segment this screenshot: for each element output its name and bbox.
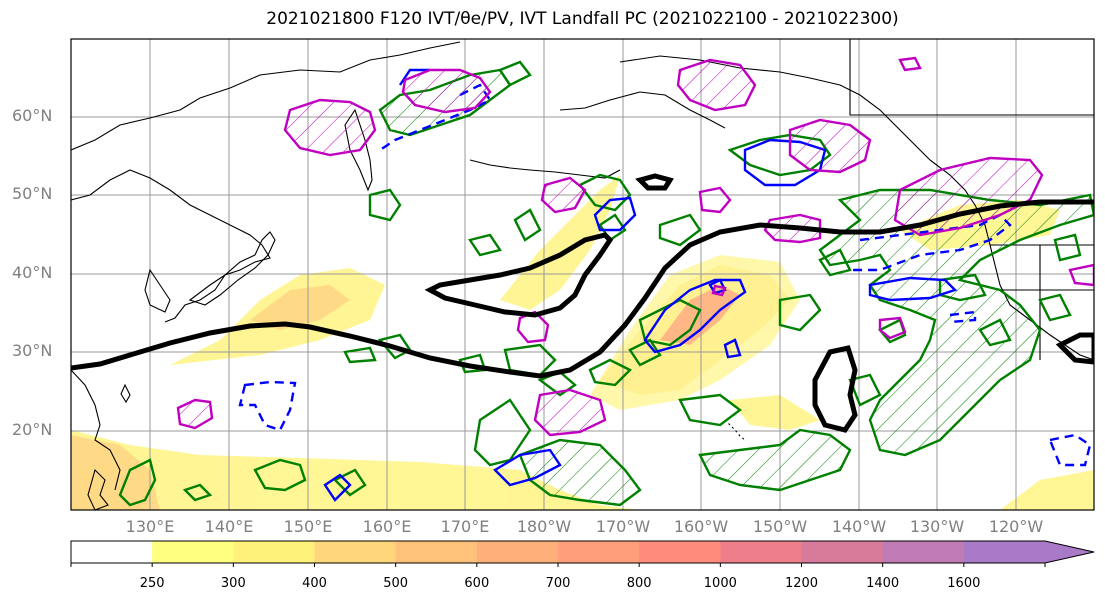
colorbar-label: 800 [626,576,652,591]
lon-label-180w: 180°W [516,517,572,536]
ivt-patch-small [730,395,820,430]
ivt-plume-150e-core [250,285,350,330]
lat-label-40n: 40°N [12,263,53,282]
colorbar-label: 250 [139,576,165,591]
chart-title: 2021021800 F120 IVT/θe/PV, IVT Landfall … [266,9,899,29]
lon-label-170e: 170°E [440,517,490,536]
theta-e-contours [71,173,1094,433]
lat-label-60n: 60°N [12,106,53,125]
ivt-band-west [71,435,160,510]
coast-hawaii [724,419,746,441]
colorbar-label: 1600 [947,576,981,591]
lon-label-150e: 150°E [283,517,333,536]
colorbar-segment [314,541,397,563]
lat-label-30n: 30°N [12,341,53,360]
coast-asia-north [71,41,461,151]
coast-taiwan [120,383,131,404]
lat-label-20n: 20°N [12,420,53,439]
colorbar-segment [233,541,315,563]
gridlines [71,39,1094,510]
colorbar-segment [639,541,721,563]
coast-canada-border [849,39,1094,116]
colorbar-segment [801,541,884,563]
colorbar-segment [963,541,1046,563]
colorbar-ticks [70,563,1046,567]
lat-label-50n: 50°N [12,184,53,203]
colorbar [70,540,1095,567]
colorbar-label: 600 [464,576,490,591]
lon-label-150w: 150°W [752,517,808,536]
ivt-plume-east-core [660,285,740,345]
coast-china-south [71,369,121,491]
lon-label-160e: 160°E [362,517,412,536]
colorbar-label: 1400 [866,576,900,591]
map-frame [70,38,1095,511]
colorbar-segment [71,541,153,563]
coast-alaska [619,55,931,161]
lon-label-130w: 130°W [909,517,965,536]
coast-alaska-west [559,91,726,129]
pv-negative-contours [238,68,1092,502]
lon-label-140e: 140°E [204,517,254,536]
colorbar-label: 300 [220,576,246,591]
colorbar-extend-arrow [1045,541,1094,563]
colorbar-label: 1200 [784,576,819,591]
lon-label-140w: 140°W [831,517,887,536]
lon-label-160w: 160°W [673,517,729,536]
coast-korea [144,268,171,313]
lon-label-130e: 130°E [125,517,175,536]
colorbar-segment [720,541,802,563]
colorbar-segment [152,541,234,563]
colorbar-label: 1000 [703,576,737,591]
lon-label-170w: 170°W [595,517,651,536]
colorbar-segments [71,541,1094,563]
lon-label-120w: 120°W [988,517,1044,536]
colorbar-segment [558,541,640,563]
colorbar-segment [395,541,478,563]
coast-philippines [87,468,109,510]
colorbar-label: 500 [383,576,409,591]
colorbar-label: 700 [545,576,571,591]
pc-contours [176,56,1094,437]
ivt-plume-southeast [1000,470,1094,510]
colorbar-label: 400 [302,576,327,591]
colorbar-segment [882,541,965,563]
colorbar-outline [70,540,1095,564]
coast-asia-east [71,169,271,323]
colorbar-segment [476,541,559,563]
coast-japan [188,231,276,306]
coast-aleutians [469,159,621,179]
ivt-plume-central [500,175,620,310]
